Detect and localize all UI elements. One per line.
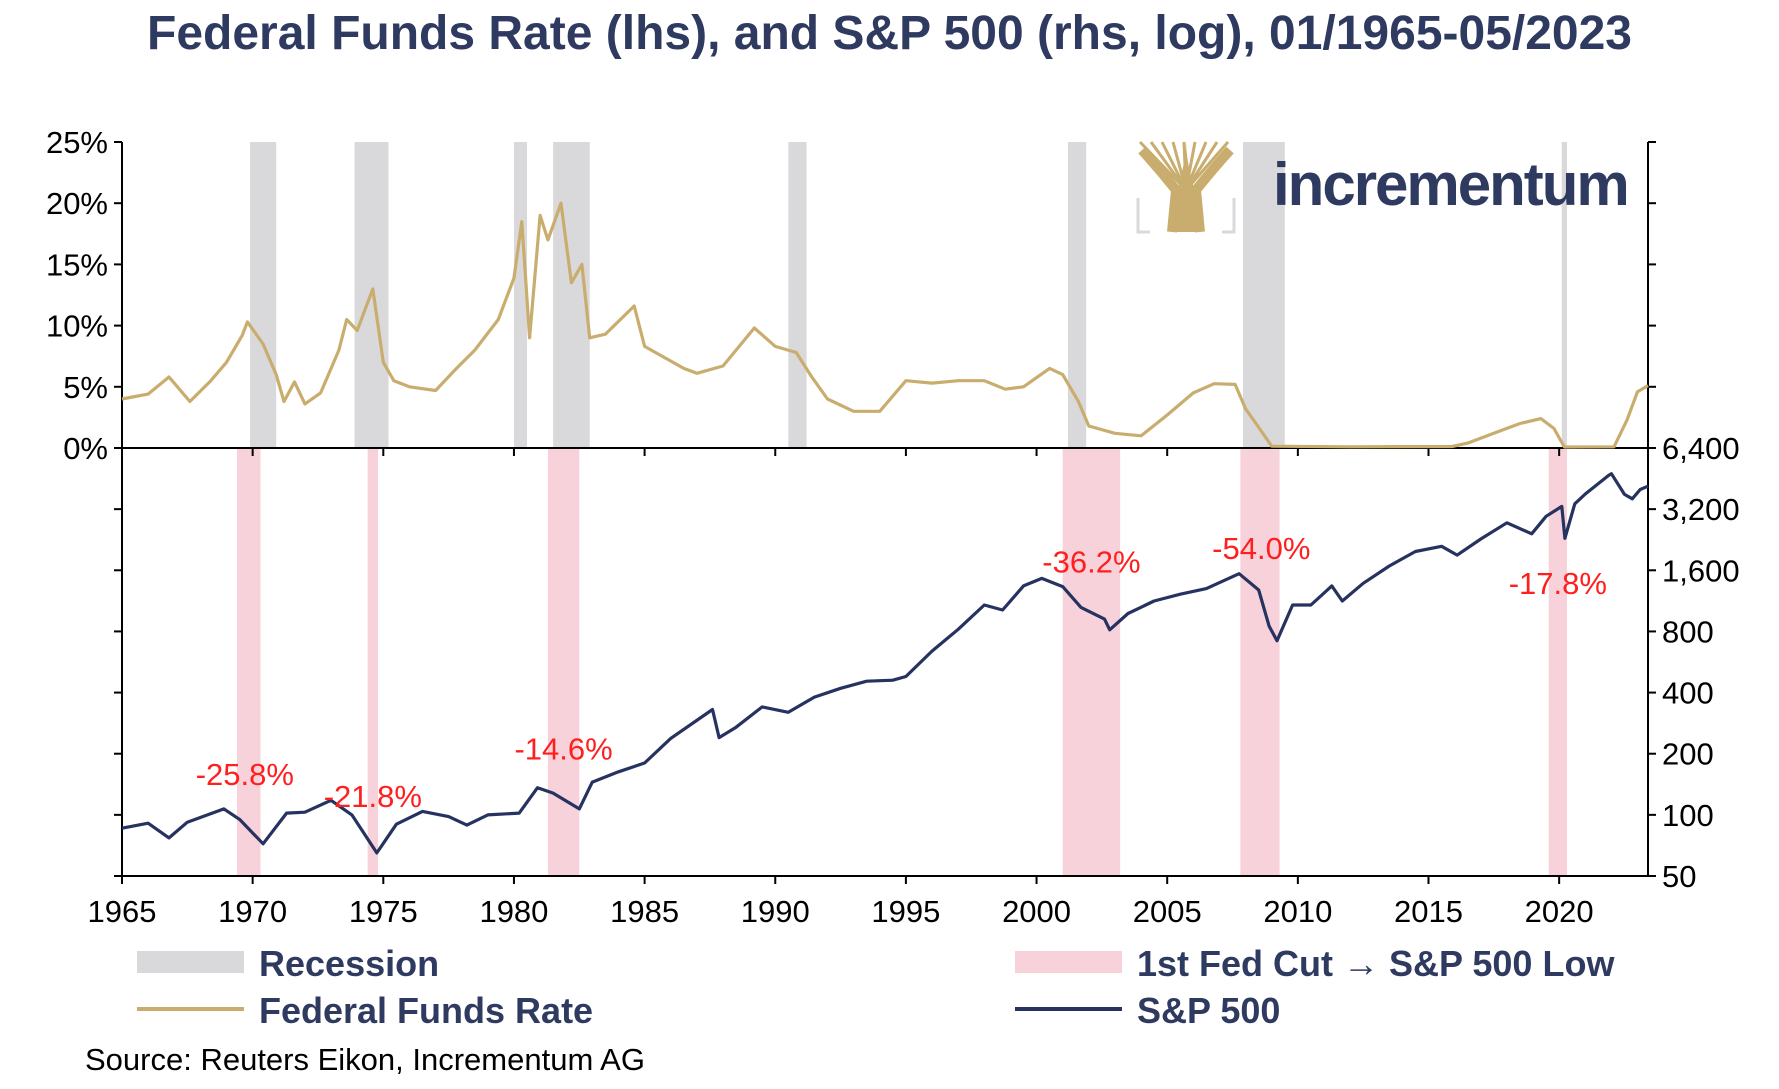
drawdown-annotation: -17.8% (1509, 566, 1607, 601)
series-lines (121, 201, 1649, 855)
x-tick-label: 2000 (1002, 894, 1071, 929)
drawdown-annotation: -14.6% (514, 731, 612, 766)
drawdown-annotation: -25.8% (196, 757, 294, 792)
legend-swatch (1015, 951, 1122, 973)
tree-twig (1184, 141, 1197, 191)
x-tick-label: 2010 (1263, 894, 1332, 929)
axes: 0% 5% 10% 15% 20% 25% 50 100 200 400 800 1,600 3,200… (46, 125, 1740, 929)
y-right-tick-label: 50 (1662, 859, 1696, 894)
legend-swatch (137, 951, 244, 973)
tree-branch (1138, 146, 1234, 233)
x-tick-label: 1965 (88, 894, 157, 929)
cut-to-low-bands (236, 448, 1567, 876)
sp500-line (121, 472, 1649, 855)
source-note: Source: Reuters Eikon, Incrementum AG (85, 1042, 645, 1077)
y-left-tick-label: 10% (46, 309, 108, 344)
y-right-tick-label: 200 (1662, 737, 1714, 772)
y-right-tick-label: 800 (1662, 614, 1714, 649)
drawdown-annotation: -21.8% (324, 779, 422, 814)
chart-title: Federal Funds Rate (lhs), and S&P 500 (r… (147, 7, 1632, 60)
x-tick-label: 1975 (349, 894, 418, 929)
y-right-tick-label: 6,400 (1662, 431, 1740, 466)
drawdown-annotations: -25.8% -21.8% -14.6% -36.2% -54.0% -17.8% (196, 531, 1607, 814)
y-right-tick-label: 100 (1662, 798, 1714, 833)
y-left-tick-label: 20% (46, 186, 108, 221)
x-tick-label: 1980 (479, 894, 548, 929)
y-left-tick-label: 25% (46, 125, 108, 160)
x-tick-label: 2020 (1525, 894, 1594, 929)
recession-band (250, 142, 277, 448)
cut-to-low-band (367, 448, 379, 876)
y-left-tick-label: 5% (63, 370, 108, 405)
legend: Recession 1st Fed Cut → S&P 500 Low Federa… (137, 943, 1615, 1031)
tree-twig (1184, 141, 1208, 191)
x-tick-label: 1990 (741, 894, 810, 929)
y-right-tick-label: 1,600 (1662, 553, 1740, 588)
federal-funds-rate-line (121, 201, 1649, 449)
legend-item: Federal Funds Rate (137, 990, 593, 1031)
recession-band (1561, 142, 1567, 448)
legend-label: 1st Fed Cut → S&P 500 Low (1137, 943, 1615, 984)
x-tick-label: 1970 (218, 894, 287, 929)
y-right-tick-label: 400 (1662, 676, 1714, 711)
x-tick-label: 1985 (610, 894, 679, 929)
cut-to-low-band (547, 448, 580, 876)
legend-item: Recession (137, 943, 439, 984)
cut-to-low-band (1062, 448, 1121, 876)
x-tick-label: 1995 (871, 894, 940, 929)
tree-twig (1182, 141, 1188, 191)
y-left-tick-label: 0% (63, 431, 108, 466)
incrementum-tree-icon (1136, 140, 1236, 234)
logo-text: incrementum (1273, 151, 1628, 218)
x-tick-label: 2005 (1133, 894, 1202, 929)
y-right-tick-label: 3,200 (1662, 492, 1740, 527)
cut-to-low-band (1240, 448, 1280, 876)
drawdown-annotation: -36.2% (1042, 545, 1140, 580)
legend-item: 1st Fed Cut → S&P 500 Low (1015, 943, 1615, 984)
cut-to-low-band (1548, 448, 1567, 876)
recession-band (513, 142, 528, 448)
tree-twig (1160, 141, 1188, 191)
y-left-tick-label: 15% (46, 247, 108, 282)
x-tick-label: 2015 (1394, 894, 1463, 929)
legend-label: S&P 500 (1137, 990, 1280, 1031)
cut-to-low-band (236, 448, 261, 876)
incrementum-logo: incrementum (1136, 140, 1630, 234)
legend-label: Recession (259, 943, 439, 984)
recession-bands (250, 142, 1567, 448)
legend-item: S&P 500 (1015, 990, 1280, 1031)
tree-twig (1171, 141, 1188, 191)
tree-twig (1149, 141, 1188, 191)
drawdown-annotation: -54.0% (1212, 531, 1310, 566)
logo-frame (1136, 198, 1236, 234)
recession-band (1242, 142, 1285, 448)
recession-band (1067, 142, 1087, 448)
legend-label: Federal Funds Rate (259, 990, 593, 1031)
tree-twig (1184, 141, 1230, 191)
recession-band (788, 142, 807, 448)
